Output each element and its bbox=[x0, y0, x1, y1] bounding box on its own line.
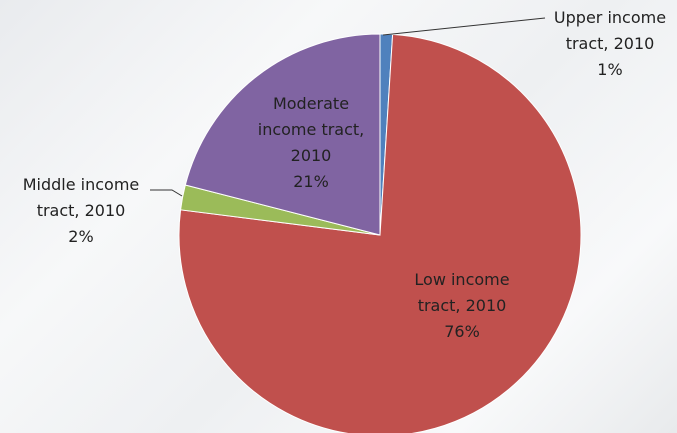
pie-slice-moderate-income-tract-2010 bbox=[184, 33, 381, 236]
data-label-line: Middle income bbox=[23, 175, 140, 194]
data-label-value: 1% bbox=[597, 60, 622, 79]
data-label-line: tract, 2010 bbox=[37, 201, 126, 220]
data-label-line: Upper income bbox=[554, 8, 666, 27]
data-label-line: Moderate bbox=[273, 94, 349, 113]
leader-line-upper-income-tract-2010 bbox=[382, 17, 546, 36]
data-label-value: 2% bbox=[68, 227, 93, 246]
pie-slice-low-income-tract-2010 bbox=[178, 33, 582, 433]
data-label-upper-income-tract-2010: Upper income tract, 2010 1% bbox=[554, 8, 666, 79]
data-label-line: income tract, bbox=[258, 120, 365, 139]
data-label-value: 21% bbox=[293, 172, 329, 191]
leader-line-middle-income-tract-2010 bbox=[150, 189, 183, 197]
data-label-line: tract, 2010 bbox=[418, 296, 507, 315]
data-label-line: Low income bbox=[414, 270, 509, 289]
data-label-line: tract, 2010 bbox=[566, 34, 655, 53]
data-label-moderate-income-tract-2010: Moderate income tract, 2010 21% bbox=[258, 94, 365, 191]
data-label-line: 2010 bbox=[291, 146, 332, 165]
data-label-middle-income-tract-2010: Middle income tract, 2010 2% bbox=[23, 175, 140, 246]
data-label-low-income-tract-2010: Low income tract, 2010 76% bbox=[414, 270, 509, 341]
data-label-value: 76% bbox=[444, 322, 480, 341]
